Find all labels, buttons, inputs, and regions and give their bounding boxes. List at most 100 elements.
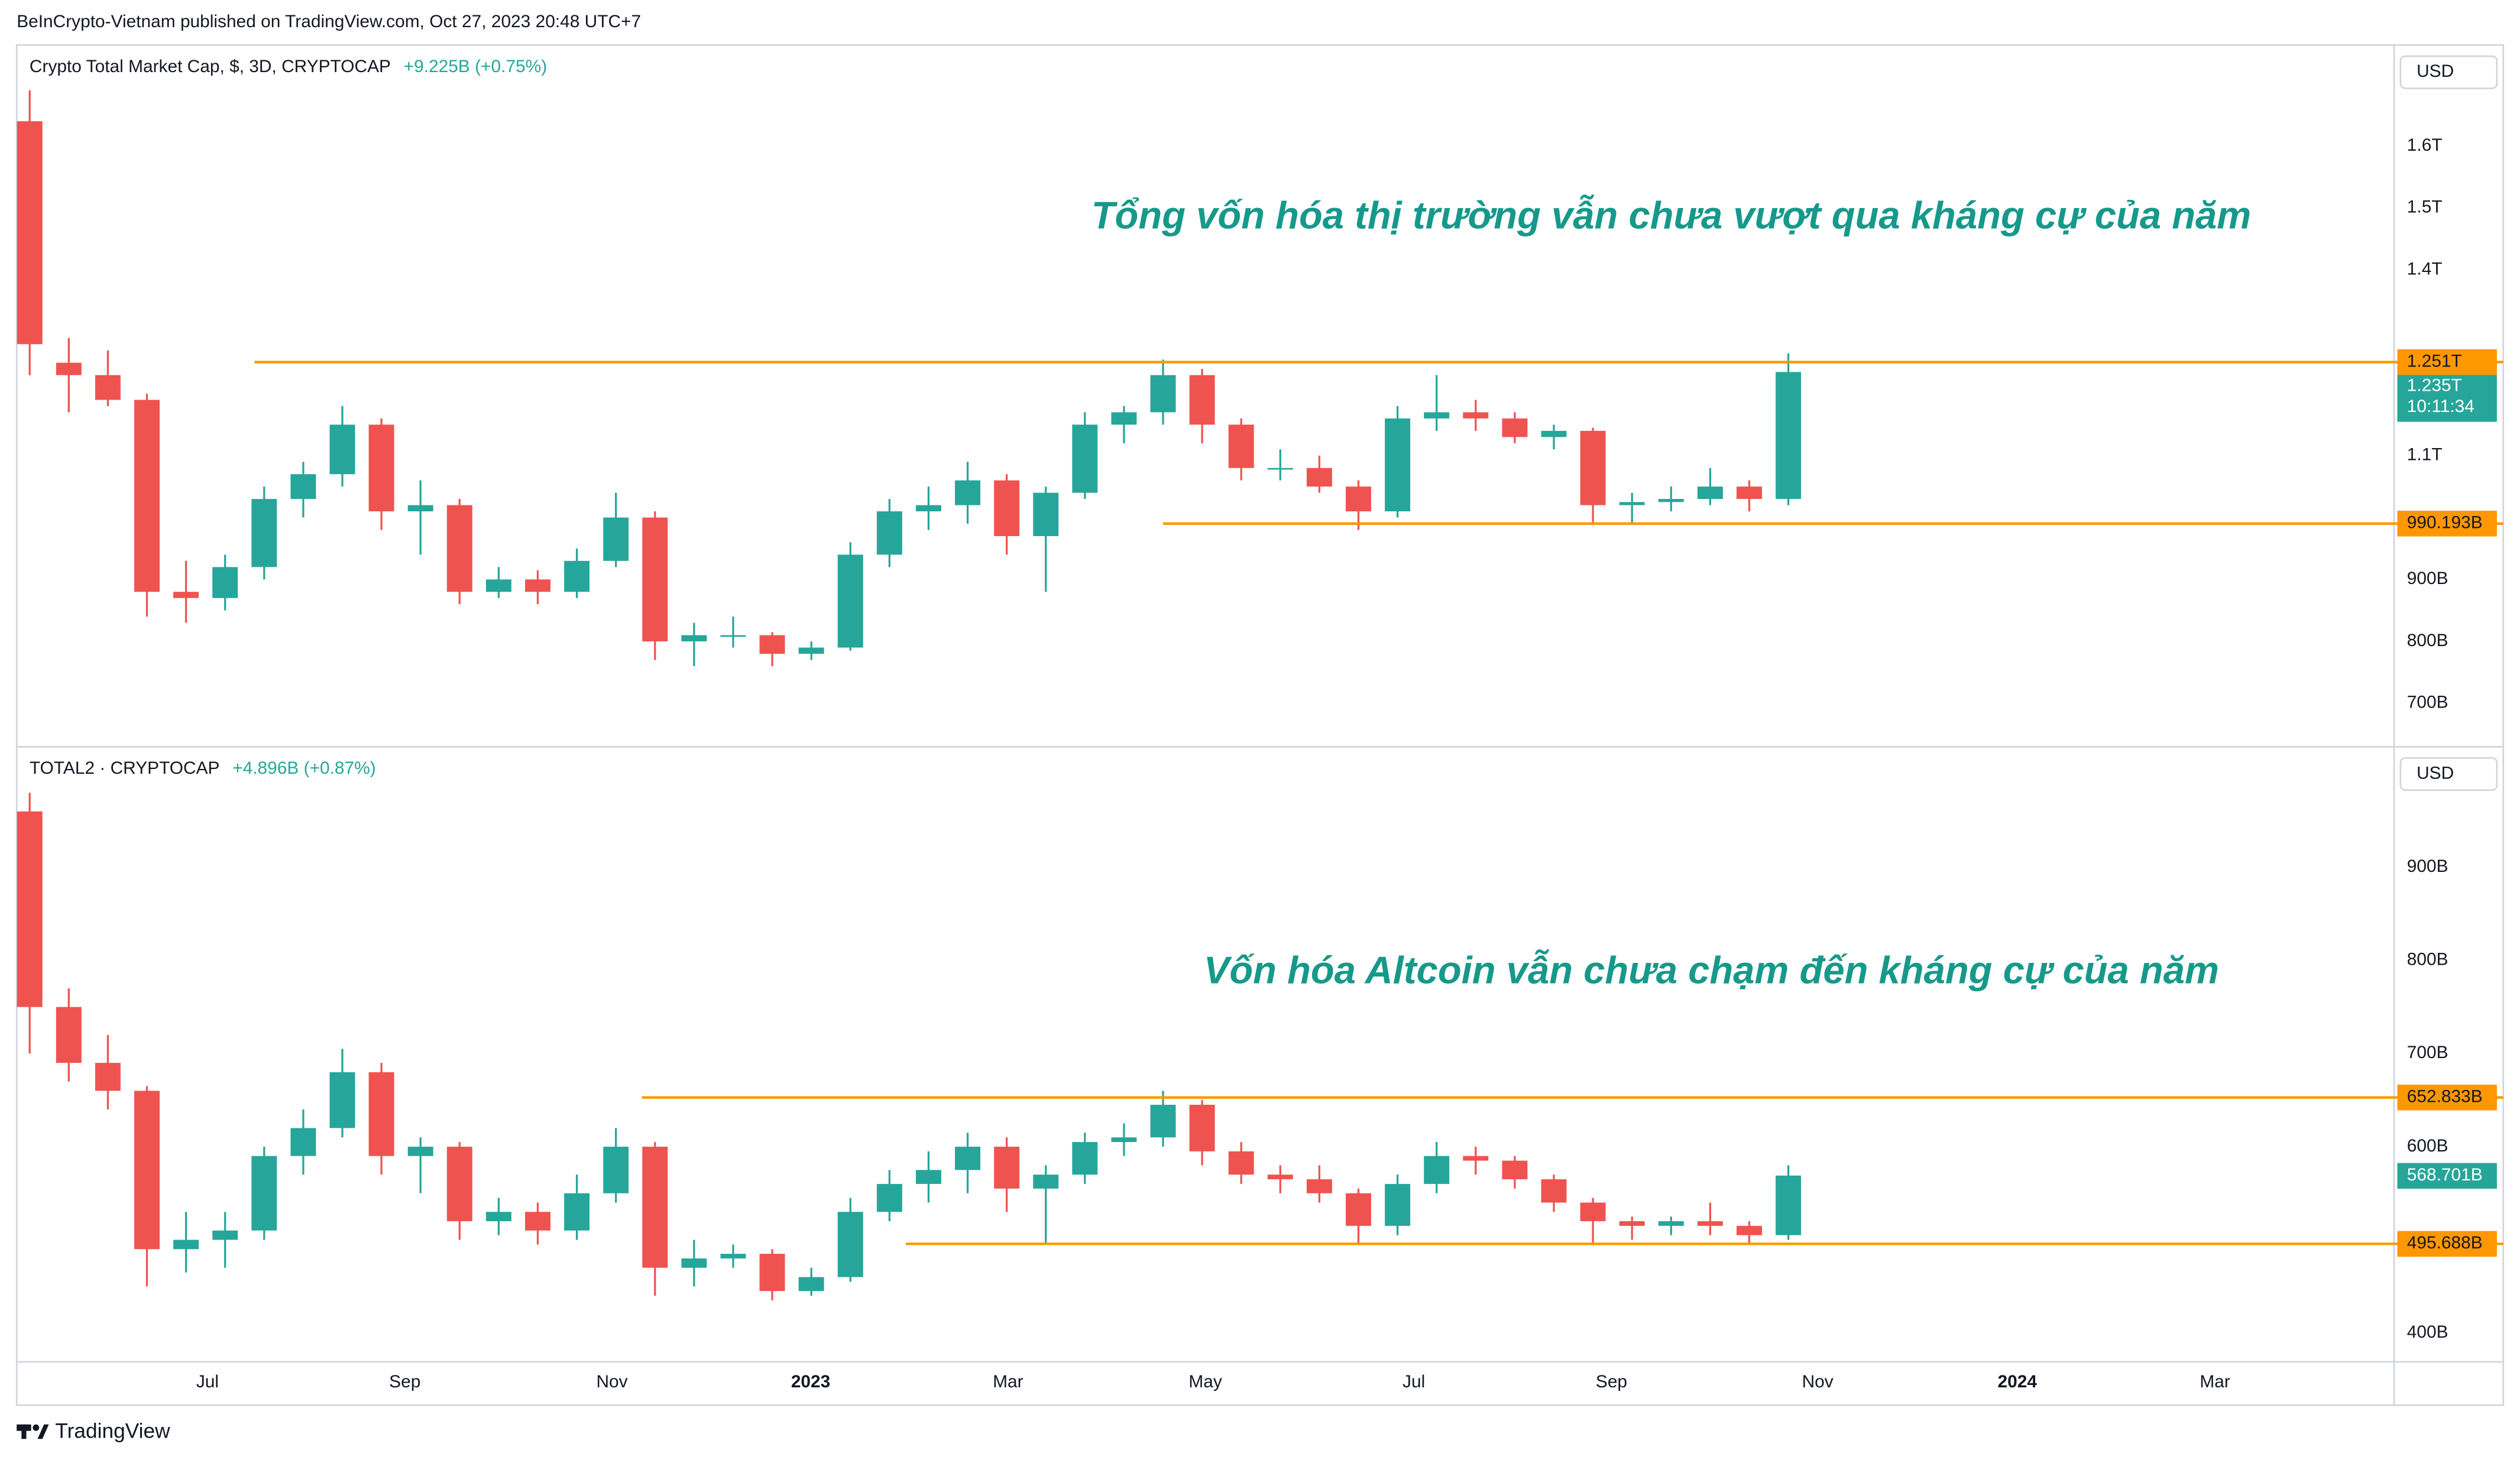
level-box [2397, 1084, 2497, 1111]
x-tick-label: 2023 [791, 1372, 830, 1391]
candle-body [1228, 424, 1254, 468]
candle-body [212, 1230, 238, 1240]
candle-body [1267, 1175, 1293, 1180]
candle-body [173, 592, 199, 598]
candle-body [1424, 412, 1450, 419]
annotation: Tổng vốn hóa thị trường vẫn chưa vượt qu… [1091, 194, 2252, 237]
candle-body [1072, 424, 1098, 493]
x-tick-label: Sep [389, 1372, 420, 1391]
footer: TradingView [55, 1420, 170, 1443]
pane-change: +4.896B (+0.87%) [232, 758, 375, 778]
candle-body [1736, 1225, 1762, 1235]
candle-body [564, 560, 590, 592]
candle-body [1111, 412, 1137, 425]
candle-body [1736, 486, 1762, 499]
candle-body [1776, 372, 1802, 499]
x-tick-label: Nov [1802, 1372, 1834, 1391]
candle-body [1267, 468, 1293, 470]
candle-body [681, 1258, 707, 1268]
candle-body [134, 400, 160, 592]
candle-body [1658, 1221, 1684, 1226]
level-label: 990.193B [2407, 513, 2483, 533]
y-tick-label: 1.4T [2407, 259, 2443, 278]
candle-body [642, 517, 668, 642]
currency-box [2399, 55, 2498, 89]
candle-body [56, 362, 82, 375]
candle-body [1697, 486, 1723, 499]
tv-logo [17, 1424, 49, 1439]
level-label: 495.688B [2407, 1233, 2483, 1253]
candle-body [1189, 1105, 1215, 1151]
candle-body [446, 505, 472, 592]
candle-body [446, 1146, 472, 1221]
candle-body [759, 1254, 785, 1292]
x-tick-label: Mar [993, 1372, 1023, 1391]
candle-body [876, 511, 902, 555]
currency: USD [2417, 61, 2454, 81]
candle-body [1150, 375, 1176, 413]
candle-body [290, 1128, 316, 1156]
candle-body [407, 1146, 433, 1156]
candle-body [368, 1072, 394, 1156]
last-price-label: 568.701B [2407, 1165, 2483, 1185]
candle-body [1502, 418, 1528, 437]
candle-body [642, 1146, 668, 1268]
candle-body [603, 1146, 629, 1193]
last-price-countdown: 10:11:34 [2407, 397, 2474, 416]
x-tick-label: Nov [596, 1372, 627, 1391]
candle-body [837, 554, 863, 648]
candle-body [368, 424, 394, 512]
pane-title: Crypto Total Market Cap, $, 3D, CRYPTOCA… [30, 57, 391, 76]
x-tick-label: Sep [1596, 1372, 1627, 1391]
candle-body [1658, 499, 1684, 502]
candle-body [485, 1212, 511, 1221]
currency: USD [2417, 763, 2454, 783]
candle-body [1502, 1160, 1528, 1180]
level-box [2397, 349, 2497, 375]
candle-body [955, 480, 981, 505]
level-box [2397, 511, 2497, 537]
candle-body [1306, 1179, 1332, 1193]
candle-body [915, 505, 941, 512]
y-tick-label: 900B [2407, 857, 2448, 876]
header: BeInCrypto-Vietnam published on TradingV… [17, 12, 641, 31]
candle-body [95, 375, 121, 400]
candle-body [329, 424, 355, 475]
level-label: 652.833B [2407, 1087, 2483, 1107]
candle-body [251, 499, 277, 567]
candle-body [798, 647, 824, 654]
y-tick-label: 900B [2407, 569, 2448, 588]
candle-body [1346, 1193, 1371, 1226]
candle-body [994, 1146, 1020, 1189]
candle-body [1385, 418, 1411, 512]
annotation: Vốn hóa Altcoin vẫn chưa chạm đến kháng … [1204, 949, 2219, 992]
candle-body [1541, 1179, 1567, 1203]
candle-body [56, 1007, 82, 1063]
candle-body [1463, 1156, 1489, 1161]
candle-body [251, 1156, 277, 1231]
x-tick-label: Jul [1402, 1372, 1425, 1391]
candle-body [525, 579, 550, 592]
candle-body [1228, 1151, 1254, 1175]
candle-body [1111, 1137, 1137, 1143]
candle-body [876, 1183, 902, 1212]
last-price-label: 1.235T [2407, 376, 2462, 395]
candle-body [915, 1170, 941, 1184]
y-tick-label: 700B [2407, 1043, 2448, 1062]
level-label: 1.251T [2407, 351, 2462, 371]
last-price-box [2397, 374, 2497, 422]
candle-body [1033, 1175, 1059, 1189]
y-tick-label: 1.1T [2407, 445, 2443, 465]
currency-box [2399, 757, 2498, 791]
candle-body [1697, 1221, 1723, 1226]
y-tick-label: 800B [2407, 631, 2448, 650]
y-tick-label: 600B [2407, 1136, 2448, 1156]
candle-body [290, 474, 316, 499]
candle-body [1463, 412, 1489, 419]
pane-change: +9.225B (+0.75%) [404, 57, 547, 76]
candle-body [134, 1091, 160, 1250]
y-tick-label: 700B [2407, 693, 2448, 712]
candle-body [1424, 1156, 1450, 1184]
